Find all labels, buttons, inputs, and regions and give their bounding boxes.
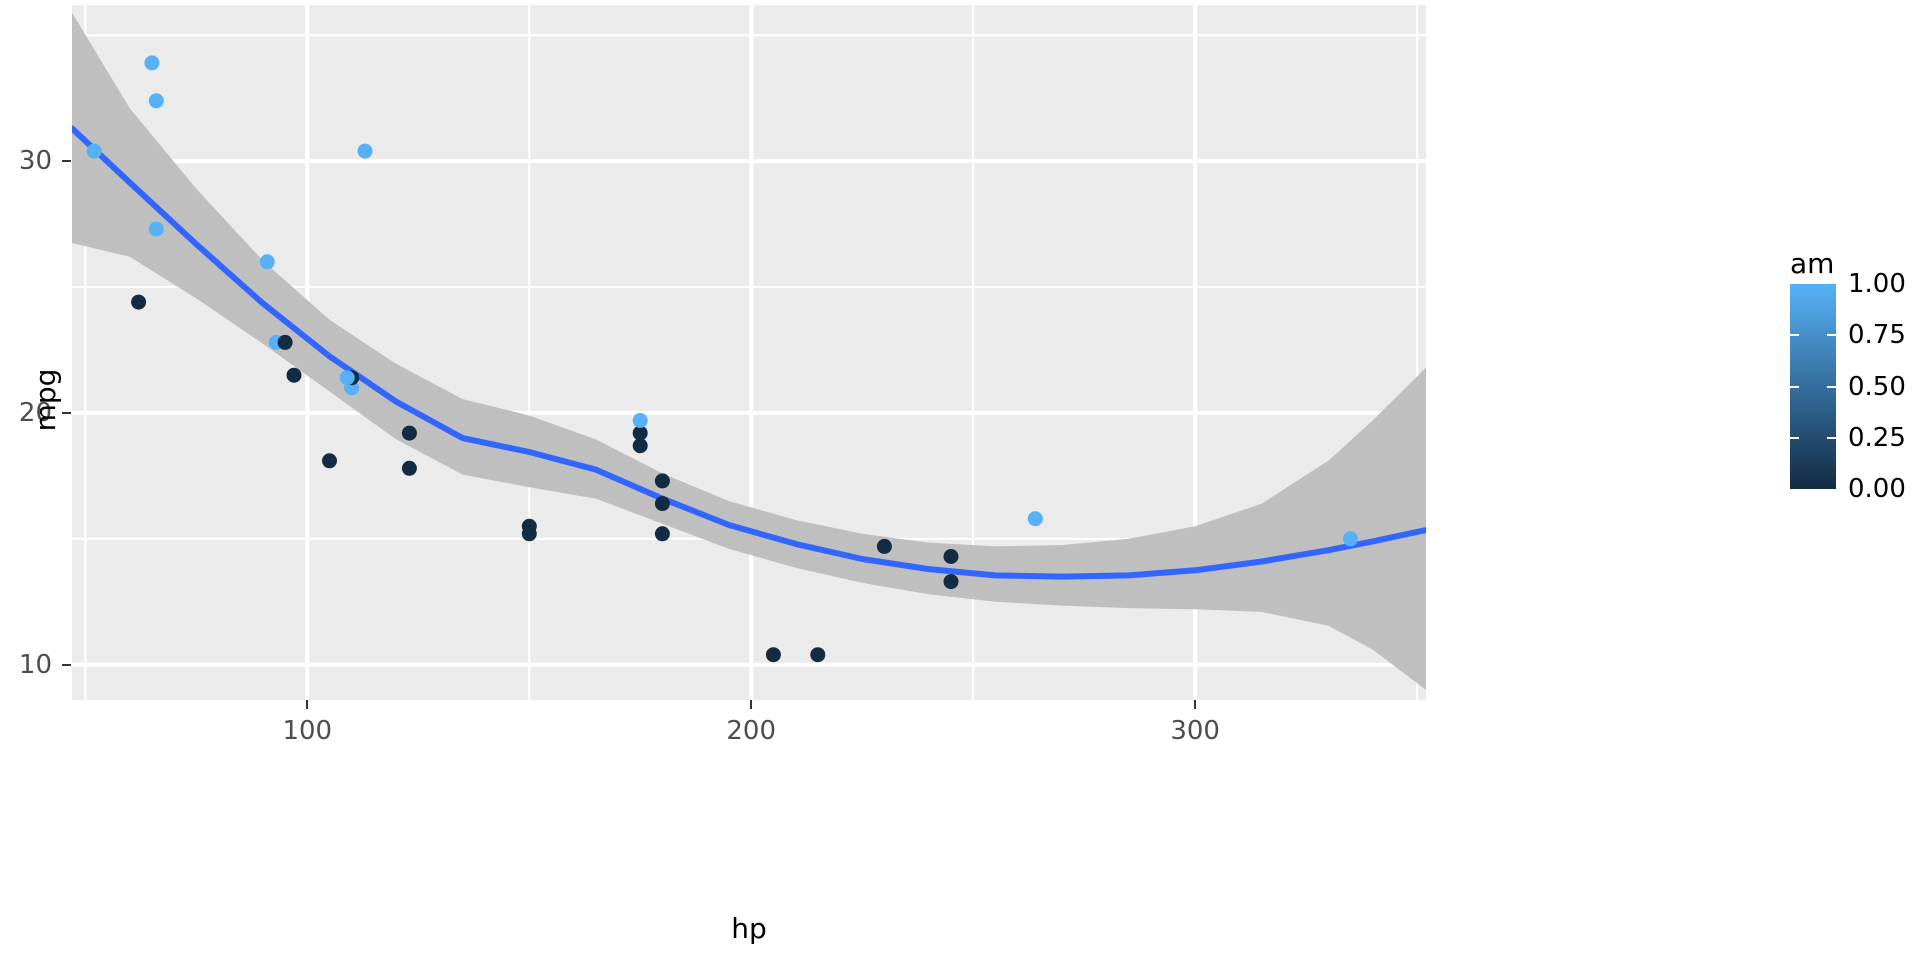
data-point — [339, 370, 355, 386]
legend-title: am — [1790, 247, 1835, 280]
legend: am 1.00 0.75 0.50 0.25 0.00 — [1788, 247, 1918, 504]
data-point — [943, 574, 959, 590]
y-tick-label: 20 — [18, 397, 52, 428]
confidence-ribbon — [72, 12, 1426, 690]
x-tick-label: 200 — [726, 716, 777, 746]
y-tick-mark — [62, 160, 71, 163]
data-point — [286, 367, 302, 383]
data-point — [277, 334, 293, 350]
data-point — [148, 93, 164, 109]
legend-tick-mark — [1827, 436, 1836, 439]
x-tick-label: 100 — [282, 716, 333, 746]
data-point — [131, 294, 147, 310]
data-point — [876, 538, 892, 554]
data-point — [86, 143, 102, 159]
data-point — [943, 549, 959, 564]
y-tick-label: 10 — [18, 649, 52, 680]
y-axis-title: mpg — [28, 368, 62, 432]
data-point — [765, 647, 781, 663]
x-tick-mark — [306, 700, 309, 709]
legend-tick-label: 0.00 — [1848, 474, 1906, 504]
legend-tick-mark — [1827, 385, 1836, 388]
data-point — [654, 473, 670, 489]
legend-tick-mark — [1827, 334, 1836, 337]
legend-tick-label: 0.50 — [1848, 371, 1906, 402]
x-tick-mark — [750, 700, 753, 709]
data-point — [654, 526, 670, 542]
smooth-line — [72, 125, 1426, 580]
legend-tick-label: 0.25 — [1848, 422, 1906, 453]
data-point — [632, 425, 648, 441]
data-point — [357, 143, 373, 159]
data-point — [1343, 531, 1358, 547]
data-point — [148, 221, 164, 237]
plot-panel — [72, 5, 1426, 700]
data-point — [654, 496, 670, 512]
y-tick-mark — [62, 663, 71, 666]
legend-tick-label: 0.75 — [1848, 320, 1906, 351]
x-tick-mark — [1194, 700, 1197, 709]
legend-tick-label: 1.00 — [1848, 269, 1906, 299]
data-point — [144, 55, 160, 71]
data-point — [322, 453, 337, 469]
data-point — [1027, 511, 1043, 527]
x-tick-label: 300 — [1170, 716, 1220, 746]
data-point — [521, 526, 537, 542]
legend-body: 1.00 0.75 0.50 0.25 0.00 — [1788, 269, 1918, 504]
y-tick-label: 30 — [18, 146, 52, 177]
legend-tick-mark — [1790, 334, 1799, 337]
legend-tick-mark — [1790, 436, 1799, 439]
legend-tick-mark — [1790, 385, 1799, 388]
data-point — [632, 413, 648, 428]
x-axis-title: hp — [731, 912, 767, 945]
y-tick-mark — [62, 411, 71, 414]
data-point — [259, 254, 275, 270]
plot-svg — [72, 5, 1426, 700]
data-point — [632, 438, 648, 454]
data-point — [810, 647, 826, 663]
data-point — [401, 425, 417, 441]
data-point — [401, 460, 417, 476]
